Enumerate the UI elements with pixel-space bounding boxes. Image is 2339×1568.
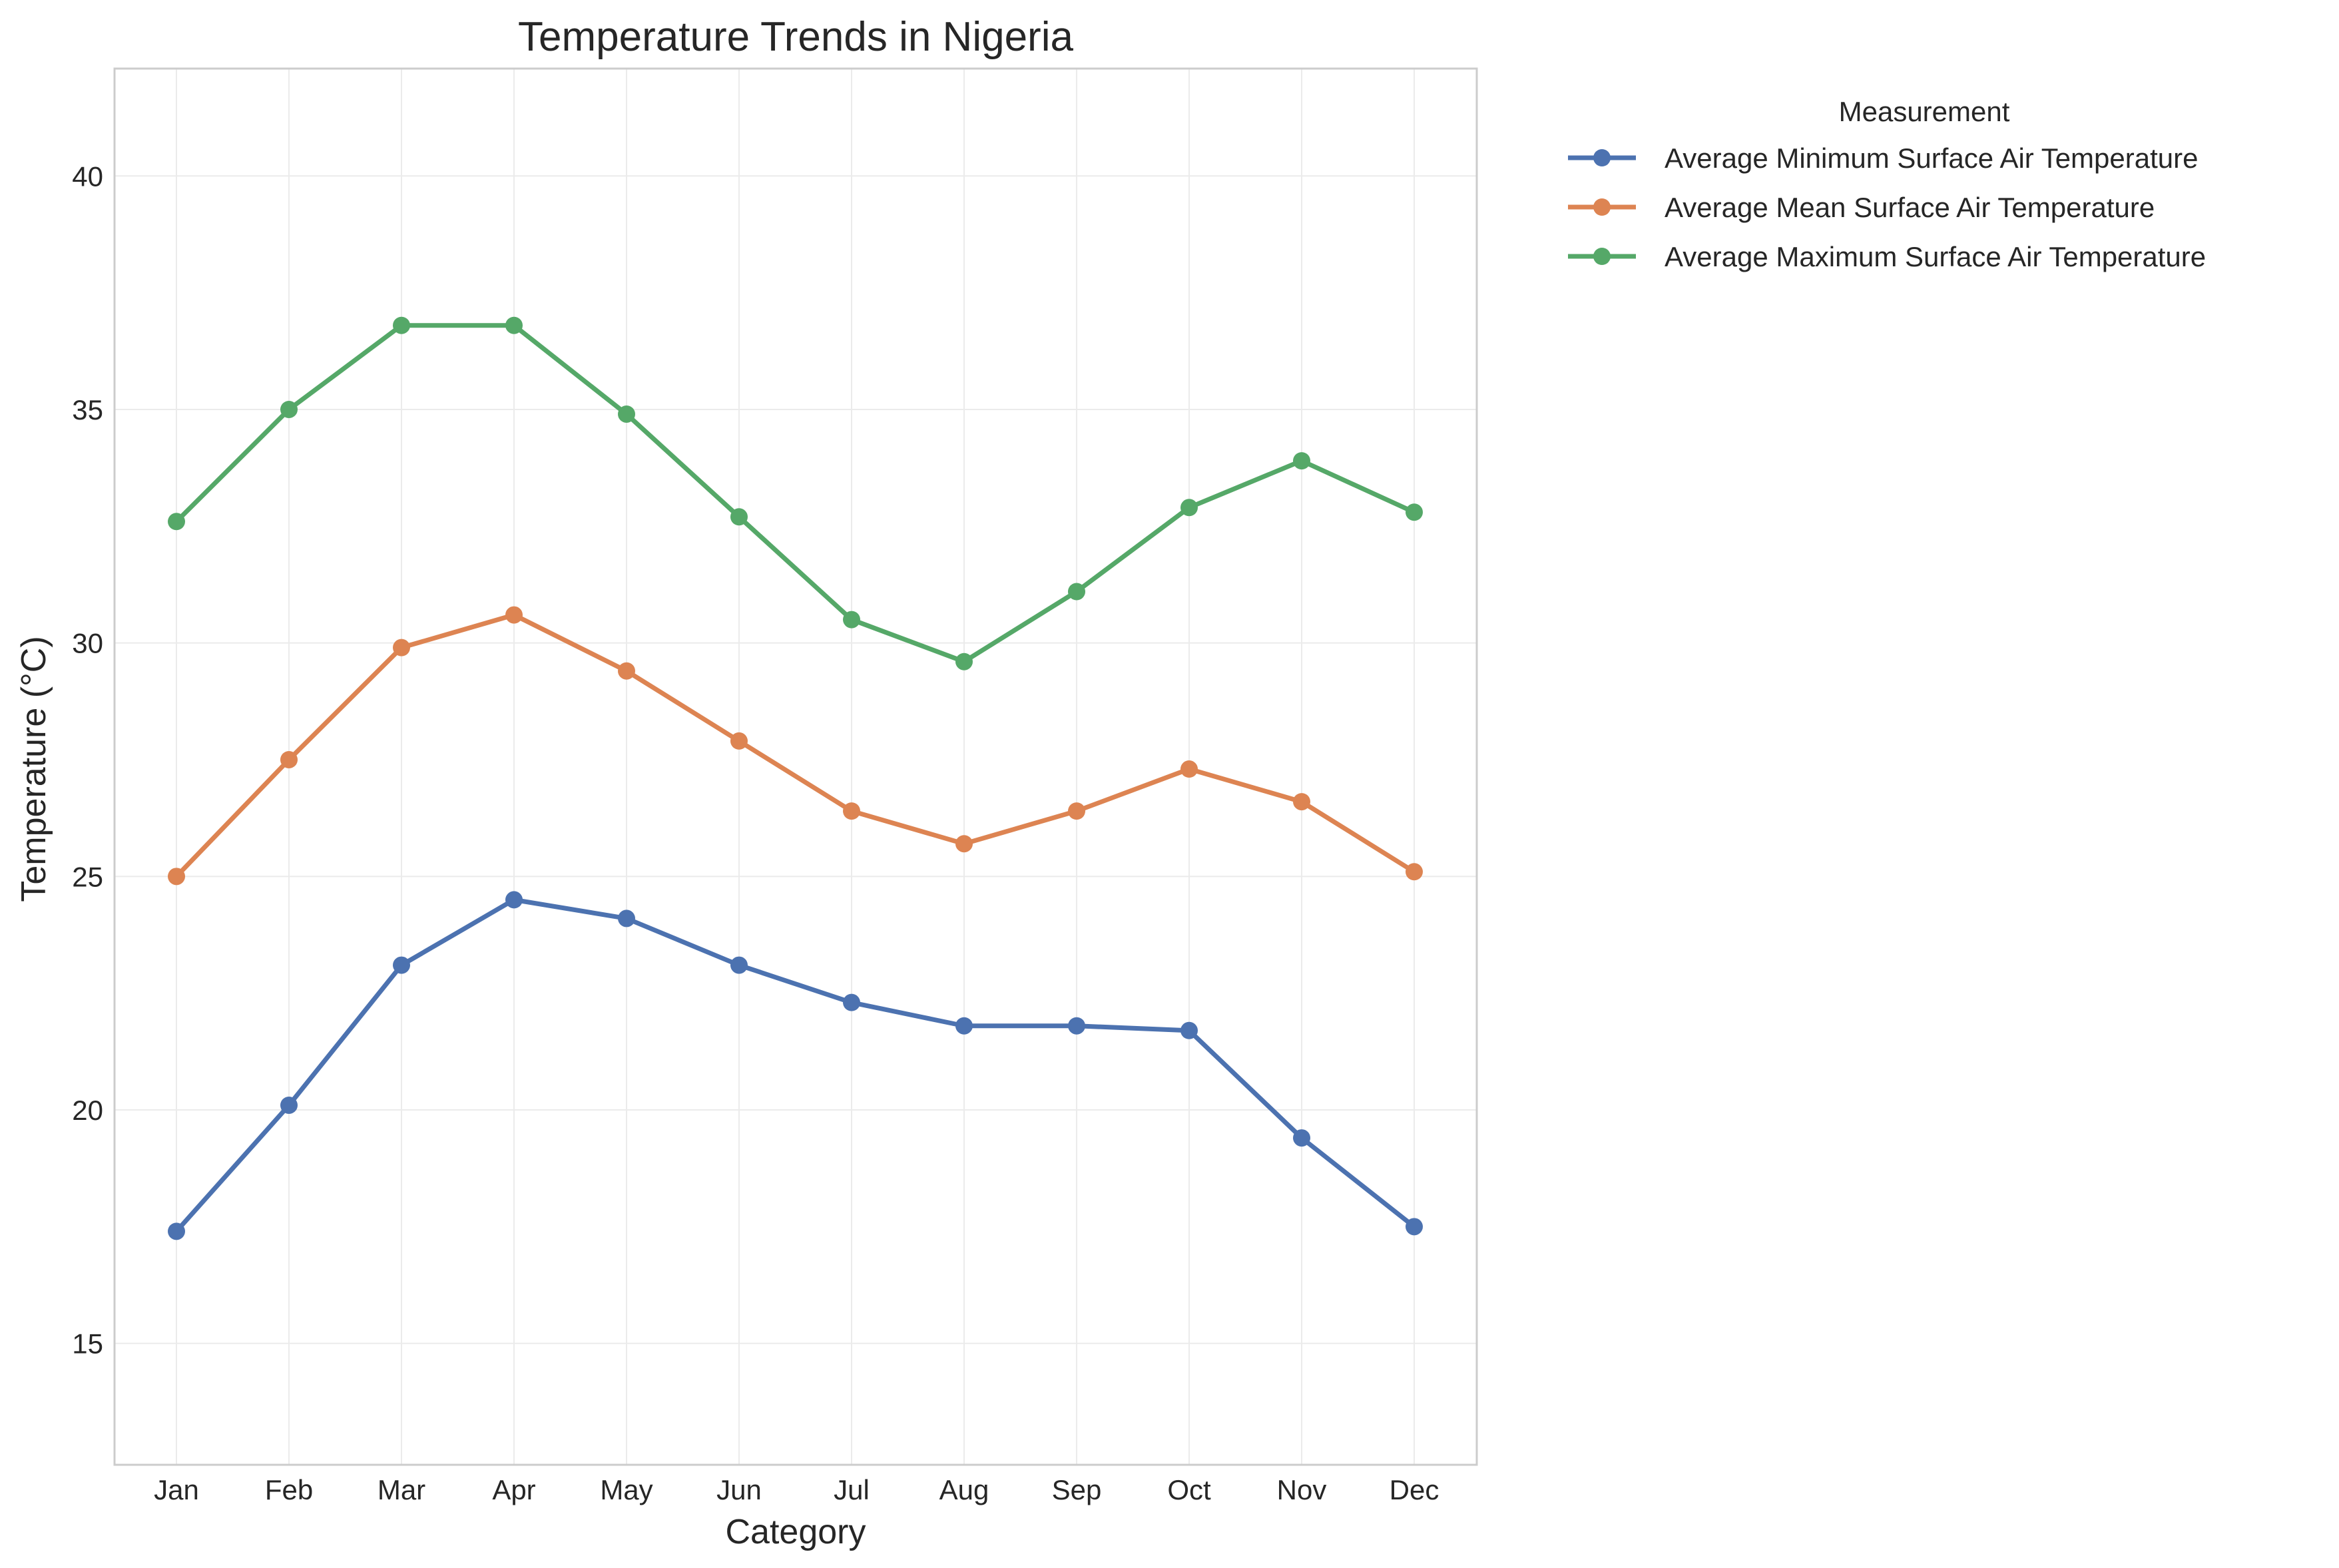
data-point xyxy=(1293,793,1310,811)
x-tick-label: Jan xyxy=(154,1474,199,1505)
data-point xyxy=(1293,1129,1310,1147)
legend-item: Average Maximum Surface Air Temperature xyxy=(1568,241,2206,272)
x-tick-label: Dec xyxy=(1390,1474,1439,1505)
data-point xyxy=(955,835,973,853)
legend-marker xyxy=(1593,198,1611,216)
data-point xyxy=(618,662,635,680)
y-axis-label: Temperature (°C) xyxy=(15,636,53,902)
x-tick-label: Mar xyxy=(378,1474,425,1505)
y-tick-label: 30 xyxy=(72,628,103,659)
data-point xyxy=(393,956,410,974)
x-tick-label: May xyxy=(600,1474,652,1505)
series-line xyxy=(174,897,1417,1234)
x-axis-label: Category xyxy=(726,1513,866,1551)
data-point xyxy=(280,1096,298,1114)
data-point xyxy=(1068,1017,1085,1035)
series-1 xyxy=(168,891,1423,1240)
data-point xyxy=(618,405,635,423)
series-group xyxy=(168,316,1423,1240)
legend-item: Average Minimum Surface Air Temperature xyxy=(1568,142,2198,174)
y-tick-label: 20 xyxy=(72,1095,103,1126)
data-point xyxy=(618,910,635,927)
chart-title: Temperature Trends in Nigeria xyxy=(518,14,1073,60)
x-tick-label: Nov xyxy=(1277,1474,1327,1505)
legend-marker xyxy=(1593,149,1611,166)
data-point xyxy=(1406,503,1423,521)
data-point xyxy=(1180,499,1198,517)
legend-label: Average Minimum Surface Air Temperature xyxy=(1665,142,2198,174)
series-line xyxy=(174,613,1417,879)
data-point xyxy=(505,891,523,909)
data-point xyxy=(393,639,410,656)
data-point xyxy=(1406,863,1423,881)
data-point xyxy=(168,1222,185,1240)
data-point xyxy=(393,316,410,334)
legend-item: Average Mean Surface Air Temperature xyxy=(1568,192,2155,223)
data-point xyxy=(843,993,860,1011)
data-point xyxy=(505,316,523,334)
legend-label: Average Mean Surface Air Temperature xyxy=(1665,192,2155,223)
data-point xyxy=(168,513,185,531)
x-tick-label: Apr xyxy=(492,1474,535,1505)
plot-frame xyxy=(113,67,1478,1466)
data-point xyxy=(1406,1218,1423,1236)
series-3 xyxy=(168,316,1423,670)
data-point xyxy=(1180,760,1198,778)
data-point xyxy=(505,606,523,624)
y-tick-label: 15 xyxy=(72,1328,103,1360)
data-point xyxy=(168,868,185,886)
x-tick-label: Aug xyxy=(939,1474,989,1505)
data-point xyxy=(1068,583,1085,601)
x-tick-label: Oct xyxy=(1167,1474,1211,1505)
legend-label: Average Maximum Surface Air Temperature xyxy=(1665,241,2206,272)
data-point xyxy=(1180,1021,1198,1039)
legend-title: Measurement xyxy=(1839,96,2010,127)
data-point xyxy=(955,1017,973,1035)
grid xyxy=(115,69,1477,1465)
x-tick-label: Feb xyxy=(265,1474,313,1505)
data-point xyxy=(843,611,860,629)
x-tick-label: Jun xyxy=(716,1474,762,1505)
data-point xyxy=(730,508,748,526)
data-point xyxy=(280,750,298,768)
data-point xyxy=(1293,452,1310,470)
data-point xyxy=(955,653,973,670)
y-tick-label: 35 xyxy=(72,394,103,425)
y-tick-label: 25 xyxy=(72,861,103,892)
series-line xyxy=(174,323,1417,664)
x-tick-label: Jul xyxy=(834,1474,870,1505)
series-2 xyxy=(168,606,1423,886)
x-tick-label: Sep xyxy=(1052,1474,1102,1505)
legend: Measurement Average Minimum Surface Air … xyxy=(1568,96,2206,272)
data-point xyxy=(1068,802,1085,820)
data-point xyxy=(730,956,748,974)
data-point xyxy=(843,802,860,820)
y-tick-label: 40 xyxy=(72,160,103,192)
legend-marker xyxy=(1593,248,1611,265)
tick-labels: Jan Feb Mar Apr May Jun Jul Aug Sep Oct Nov Dec 15 20… xyxy=(72,160,1439,1505)
data-point xyxy=(280,400,298,418)
data-point xyxy=(730,732,748,750)
